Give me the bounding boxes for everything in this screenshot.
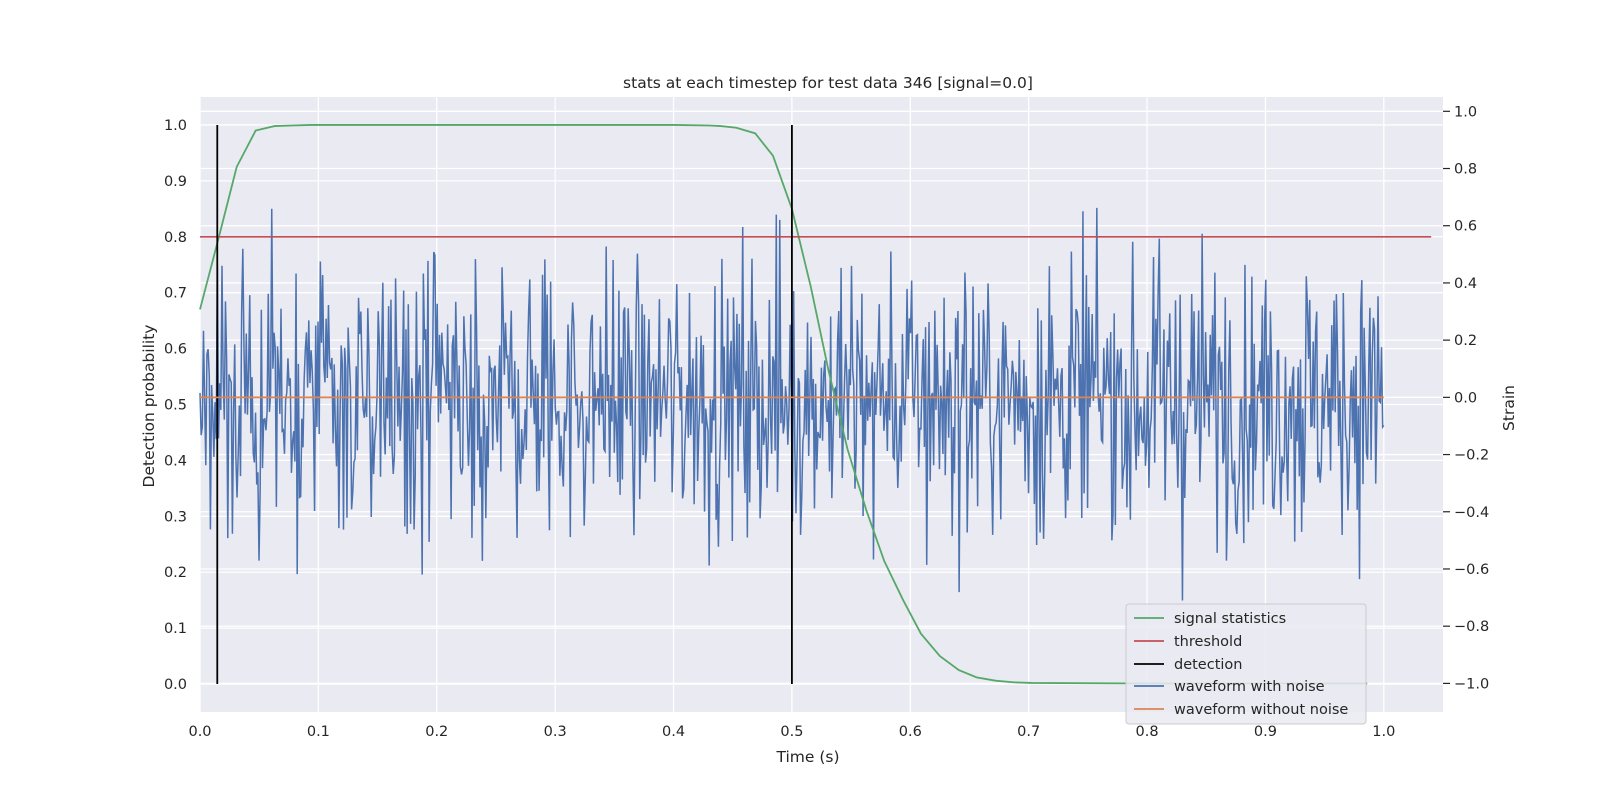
legend: signal statistics threshold detection wa… [1125,603,1367,725]
series-layer [199,124,1432,685]
x-tick-label: 1.0 [1372,724,1395,740]
legend-label-waveform-without-noise: waveform without noise [1174,702,1348,718]
x-tick-label: 0.7 [1017,724,1040,740]
y-axis-right-title: Strain [1500,385,1518,431]
y2-tick-label: −0.4 [1454,505,1489,521]
x-tick-label: 0.8 [1136,724,1159,740]
y-tick-label: 0.5 [164,398,187,414]
legend-label-waveform-with-noise: waveform with noise [1174,679,1325,695]
x-tick-label: 0.4 [662,724,685,740]
legend-box [1125,603,1367,725]
x-tick-label: 0.5 [780,724,803,740]
y2-tick-label: −0.6 [1454,562,1489,578]
y2-tick-label: 0.4 [1454,276,1477,292]
series-line-signal-statistics [199,124,1368,685]
y-axis-left-title: Detection probability [140,325,158,488]
y-tick-label: 0.2 [164,565,187,581]
y2-tick-label: 0.8 [1454,162,1477,178]
y-tick-label: 0.0 [164,677,187,693]
x-axis-ticks: 0.0 0.1 0.2 0.3 0.4 0.5 0.6 0.7 0.8 0.9 1.0 [188,724,1395,740]
y-axis-left-ticks: 0.0 0.1 0.2 0.3 0.4 0.5 0.6 0.7 0.8 0.9 1.0 [164,118,187,693]
x-axis-title: Time (s) [775,748,839,766]
x-tick-label: 0.3 [544,724,567,740]
y2-tick-label: 0.6 [1454,219,1477,235]
x-tick-label: 0.1 [307,724,330,740]
y-tick-label: 1.0 [164,118,187,134]
y2-tick-label: −0.2 [1454,448,1489,464]
y-tick-label: 0.1 [164,621,187,637]
y-tick-label: 0.8 [164,230,187,246]
x-tick-label: 0.0 [188,724,211,740]
y2-tick-label: −1.0 [1454,676,1489,692]
x-tick-label: 0.2 [425,724,448,740]
y2-tick-label: 0.0 [1454,390,1477,406]
x-tick-label: 0.9 [1254,724,1277,740]
y2-tick-label: −0.8 [1454,619,1489,635]
y-tick-label: 0.6 [164,342,187,358]
y-tick-label: 0.9 [164,174,187,190]
y-tick-label: 0.4 [164,453,187,469]
legend-label-signal-statistics: signal statistics [1174,611,1286,627]
y-tick-label: 0.7 [164,286,187,302]
y2-tick-label: 0.2 [1454,333,1477,349]
y2-tick-label: 1.0 [1454,104,1477,120]
legend-label-detection: detection [1174,657,1242,673]
x-tick-label: 0.6 [899,724,922,740]
legend-label-threshold: threshold [1174,634,1242,650]
y-tick-label: 0.3 [164,509,187,525]
chart-title: stats at each timestep for test data 346… [623,74,1033,92]
y-axis-right-ticks: −1.0 −0.8 −0.6 −0.4 −0.2 0.0 0.2 0.4 0.6 0.8 1.0 [1443,104,1489,692]
